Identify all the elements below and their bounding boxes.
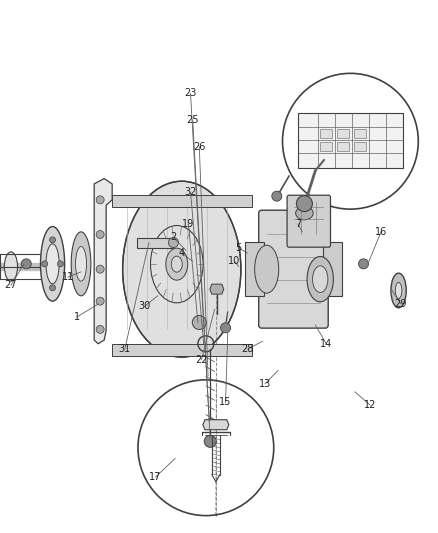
Ellipse shape [296, 207, 313, 220]
FancyBboxPatch shape [245, 242, 264, 296]
Ellipse shape [46, 244, 59, 284]
FancyBboxPatch shape [323, 242, 342, 296]
Ellipse shape [166, 248, 188, 280]
FancyBboxPatch shape [298, 113, 403, 168]
Text: 28: 28 [241, 344, 254, 354]
Circle shape [96, 297, 104, 305]
Text: 15: 15 [219, 398, 232, 407]
Circle shape [49, 237, 56, 243]
FancyBboxPatch shape [259, 210, 328, 328]
FancyBboxPatch shape [321, 142, 332, 151]
Circle shape [169, 238, 179, 247]
FancyBboxPatch shape [112, 344, 252, 356]
Text: 2: 2 [170, 232, 176, 242]
Circle shape [57, 261, 64, 267]
Circle shape [221, 323, 230, 333]
Ellipse shape [307, 256, 333, 302]
Circle shape [204, 435, 216, 447]
Ellipse shape [123, 181, 241, 357]
Ellipse shape [254, 245, 279, 293]
Circle shape [297, 196, 312, 212]
Text: 11: 11 [62, 272, 74, 282]
Circle shape [96, 265, 104, 273]
Circle shape [42, 261, 48, 267]
FancyBboxPatch shape [287, 195, 331, 247]
Text: 17: 17 [149, 472, 162, 482]
FancyBboxPatch shape [354, 129, 367, 138]
FancyBboxPatch shape [112, 195, 252, 207]
Circle shape [96, 325, 104, 334]
Ellipse shape [76, 246, 86, 281]
Text: 16: 16 [375, 227, 387, 237]
Ellipse shape [71, 232, 91, 296]
Ellipse shape [40, 227, 64, 301]
Polygon shape [203, 419, 229, 430]
Text: 13: 13 [259, 379, 271, 389]
Text: 32: 32 [184, 187, 197, 197]
FancyBboxPatch shape [337, 142, 350, 151]
Circle shape [192, 316, 206, 329]
Polygon shape [94, 179, 112, 344]
FancyBboxPatch shape [337, 129, 350, 138]
Circle shape [206, 418, 214, 427]
FancyBboxPatch shape [138, 238, 173, 247]
Circle shape [49, 285, 56, 291]
Text: 14: 14 [320, 339, 332, 349]
Ellipse shape [391, 273, 406, 308]
Ellipse shape [4, 252, 18, 281]
Text: 19: 19 [182, 219, 194, 229]
Text: 10: 10 [228, 256, 240, 266]
Text: 22: 22 [195, 355, 208, 365]
Text: 31: 31 [119, 344, 131, 354]
Text: 4: 4 [179, 248, 185, 258]
Text: 12: 12 [364, 400, 376, 410]
Circle shape [359, 259, 368, 269]
Text: 23: 23 [184, 88, 197, 98]
Circle shape [96, 230, 104, 239]
Ellipse shape [395, 282, 402, 298]
Text: 30: 30 [138, 302, 151, 311]
Text: 26: 26 [193, 142, 205, 151]
Text: 7: 7 [295, 219, 301, 229]
Circle shape [272, 191, 282, 201]
Circle shape [96, 196, 104, 204]
Circle shape [21, 259, 31, 269]
Text: 1: 1 [74, 312, 80, 322]
Polygon shape [210, 284, 224, 294]
Text: 29: 29 [395, 299, 407, 309]
Ellipse shape [313, 266, 328, 293]
FancyBboxPatch shape [321, 129, 332, 138]
Text: 5: 5 [236, 243, 242, 253]
Text: 25: 25 [187, 115, 199, 125]
Ellipse shape [171, 256, 182, 272]
Text: 27: 27 [5, 280, 17, 290]
FancyBboxPatch shape [354, 142, 367, 151]
